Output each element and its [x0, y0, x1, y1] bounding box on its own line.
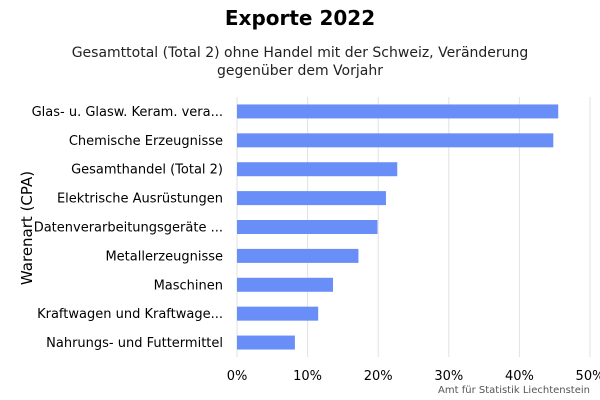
category-label: Kraftwagen und Kraftwage... [37, 307, 223, 322]
category-label: Chemische Erzeugnisse [69, 134, 223, 149]
category-label: Nahrungs- und Futtermittel [46, 336, 223, 351]
x-tick-label: 20% [364, 369, 393, 384]
source-credit: Amt für Statistik Liechtenstein [438, 385, 590, 396]
bar[interactable] [237, 306, 319, 321]
chart-subtitle: Gesamttotal (Total 2) ohne Handel mit de… [71, 45, 529, 79]
x-tick-label: 0% [227, 369, 248, 384]
category-label: Gesamthandel (Total 2) [71, 163, 223, 178]
x-tick-label: 30% [434, 369, 463, 384]
bar[interactable] [237, 335, 295, 350]
bar[interactable] [237, 248, 359, 263]
bar[interactable] [237, 133, 554, 148]
x-tick-label: 50% [576, 369, 600, 384]
category-label: Maschinen [154, 278, 223, 293]
bars [237, 104, 559, 350]
bar[interactable] [237, 162, 398, 177]
chart-title: Exporte 2022 [224, 6, 376, 30]
category-label: Elektrische Ausrüstungen [57, 192, 223, 207]
category-label: Datenverarbeitungsgeräte ... [34, 221, 223, 236]
category-label: Metallerzeugnisse [105, 249, 223, 264]
category-labels: Glas- u. Glasw. Keram. vera... Chemische … [32, 105, 223, 351]
bar[interactable] [237, 277, 334, 292]
bar[interactable] [237, 191, 386, 206]
y-axis-label: Warenart (CPA) [18, 171, 36, 285]
bar[interactable] [237, 104, 559, 119]
x-tick-label: 10% [293, 369, 322, 384]
x-tick-label: 40% [505, 369, 534, 384]
x-tick-labels: 0% 10% 20% 30% 40% 50% [227, 369, 600, 384]
category-label: Glas- u. Glasw. Keram. vera... [32, 105, 223, 120]
bar[interactable] [237, 220, 378, 234]
